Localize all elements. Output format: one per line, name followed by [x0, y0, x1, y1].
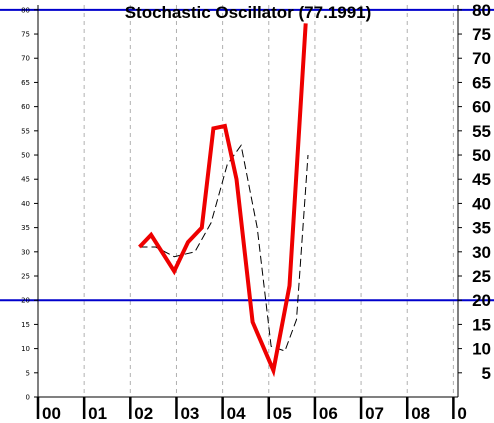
x-tick-label: 05	[273, 404, 292, 423]
right-tick-label: 5	[482, 364, 491, 383]
left-tick-labels: 0 5 10 15 20 25 30 35 40 45 50 55 60 65 70 75 80	[21, 6, 38, 402]
right-tick-label: 40	[472, 194, 491, 213]
left-tick-label: 30	[21, 248, 30, 256]
x-tick-label: 02	[134, 404, 153, 423]
left-tick-label: 70	[21, 55, 30, 63]
right-tick-label: 60	[472, 98, 491, 117]
right-tick-label: 30	[472, 243, 491, 262]
left-tick-label: 55	[21, 127, 30, 135]
x-tick-labels: 00 01 02 03 04 05 06 07 08 0	[36, 397, 467, 423]
x-tick-label: 04	[227, 404, 246, 423]
left-tick-label: 15	[21, 321, 30, 329]
right-tick-label: 15	[472, 315, 491, 334]
x-tick-label: 07	[365, 404, 384, 423]
right-tick-label: 55	[472, 122, 491, 141]
chart-title: Stochastic Oscillator (77.1991)	[125, 3, 372, 22]
left-tick-label: 75	[21, 31, 30, 39]
gridlines	[83, 5, 454, 397]
axes	[37, 5, 459, 398]
left-tick-label: 25	[21, 273, 30, 281]
x-tick-label: 00	[42, 404, 61, 423]
left-tick-label: 5	[26, 369, 30, 377]
x-tick-label: 0	[457, 404, 466, 423]
series-layer	[138, 23, 309, 378]
right-tick-labels: 5 10 15 20 25 30 35 40 45 50 55 60 65 70 75 80	[458, 1, 491, 383]
right-tick-label: 45	[472, 170, 491, 189]
right-tick-label: 10	[472, 340, 491, 359]
right-tick-label: 75	[472, 25, 491, 44]
left-tick-label: 80	[21, 6, 30, 14]
right-tick-label: 35	[472, 219, 491, 238]
right-tick-label: 25	[472, 267, 491, 286]
left-tick-label: 35	[21, 224, 30, 232]
left-tick-label: 10	[21, 345, 30, 353]
left-tick-label: 45	[21, 176, 30, 184]
right-tick-label: 80	[472, 1, 491, 20]
left-tick-label: 65	[21, 79, 30, 87]
left-tick-label: 40	[21, 200, 30, 208]
x-tick-label: 08	[411, 404, 430, 423]
x-tick-label: 03	[180, 404, 199, 423]
left-tick-label: 20	[21, 297, 30, 305]
reference-lines	[0, 8, 494, 302]
right-tick-label: 70	[472, 49, 491, 68]
right-tick-label: 50	[472, 146, 491, 165]
x-tick-label: 01	[88, 404, 107, 423]
left-tick-label: 60	[21, 103, 30, 111]
x-tick-label: 06	[319, 404, 338, 423]
right-tick-label: 20	[472, 291, 491, 310]
left-tick-label: 50	[21, 152, 30, 160]
right-tick-label: 65	[472, 73, 491, 92]
stochastic-line	[138, 23, 308, 378]
left-tick-label: 0	[26, 394, 30, 402]
signal-line-dashed	[139, 144, 309, 352]
